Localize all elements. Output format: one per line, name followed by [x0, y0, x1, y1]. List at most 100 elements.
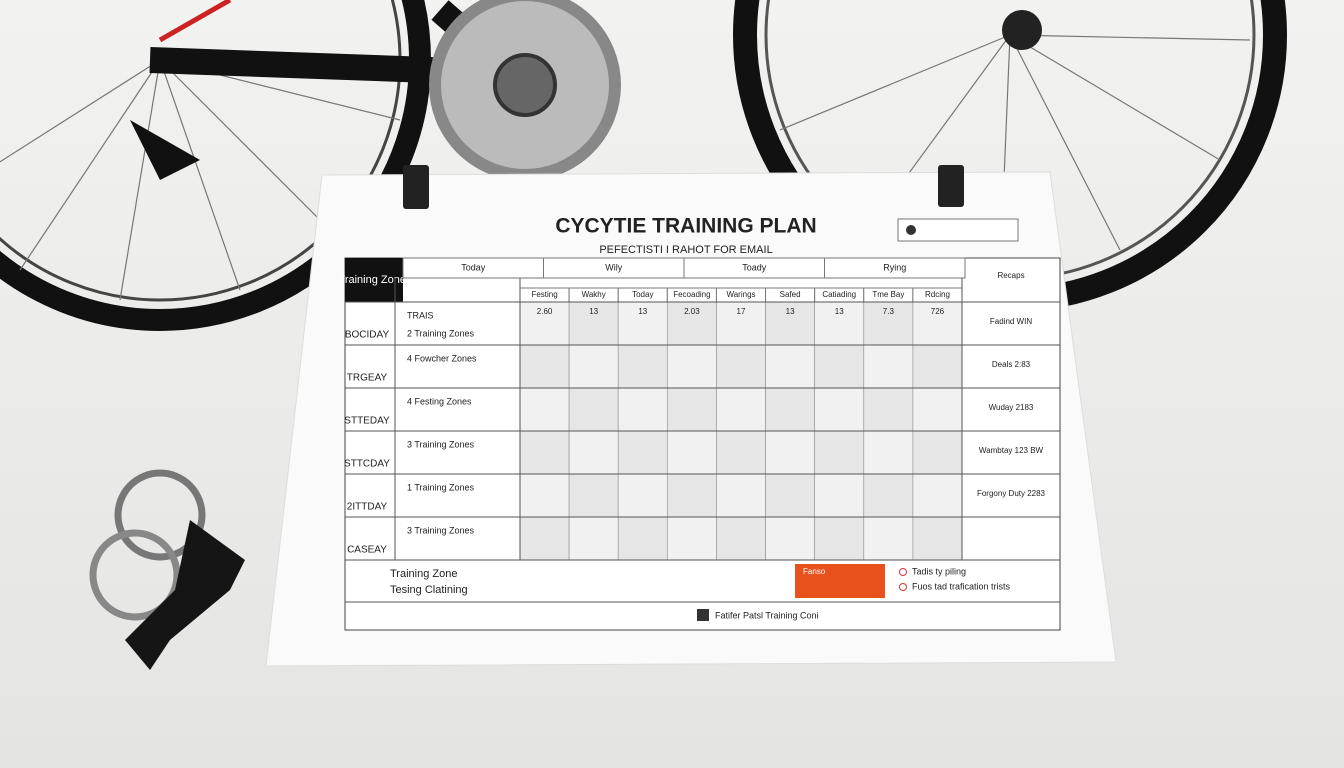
- column-header: Catiading: [822, 290, 856, 299]
- plan-cell: [912, 473, 963, 518]
- plan-cell: [912, 344, 963, 389]
- zone-item: 3 Training Zones: [407, 439, 475, 449]
- plan-cell: [666, 301, 717, 346]
- zone-item: 4 Fowcher Zones: [407, 353, 477, 363]
- plan-cell: [814, 430, 865, 475]
- option-dot: [899, 568, 907, 576]
- brand-label: Fatifer Patsl Training Coni: [715, 610, 819, 620]
- group-header-cell: [824, 257, 966, 279]
- day-label: TRGEAY: [347, 373, 388, 384]
- plan-cell: [814, 516, 865, 561]
- plan-cell: [519, 344, 570, 389]
- plan-cell: [666, 387, 717, 432]
- plan-cell: [716, 301, 766, 346]
- plan-cell: [568, 344, 619, 389]
- right-header: Recaps: [997, 271, 1024, 280]
- day-label: 2ITTDAY: [347, 502, 388, 513]
- plan-cell: [519, 516, 570, 561]
- plan-cell: [568, 387, 619, 432]
- plan-cell: [863, 387, 914, 432]
- plan-number: 726: [931, 307, 945, 316]
- option-label: Tadis ty piling: [912, 566, 966, 576]
- plan-cell: [519, 430, 570, 475]
- column-header: Fecoading: [673, 290, 710, 299]
- option-dot: [899, 583, 907, 591]
- plan-cell: [617, 430, 668, 475]
- plan-cell: [863, 473, 914, 518]
- plan-cell: [617, 344, 668, 389]
- plan-number: 7.3: [883, 307, 895, 316]
- recap-note: Wambtay 123 BW: [979, 446, 1044, 455]
- column-header: Today: [632, 290, 653, 299]
- alert-label: Fanso: [803, 567, 826, 576]
- plan-cell: [617, 516, 668, 561]
- plan-cell: [617, 473, 668, 518]
- plan-cell: [765, 430, 816, 475]
- column-header: Festing: [531, 290, 557, 299]
- plan-cell: [666, 344, 717, 389]
- plan-number: 13: [786, 307, 795, 316]
- plan-cell: [716, 430, 766, 475]
- plan-number: 13: [638, 307, 647, 316]
- alert-box: [795, 564, 885, 598]
- plan-cell: [519, 473, 570, 518]
- plan-cell: [519, 301, 570, 346]
- plan-cell: [519, 387, 570, 432]
- plan-cell: [568, 516, 619, 561]
- plan-number: 2.60: [537, 307, 553, 316]
- plan-cell: [666, 430, 717, 475]
- plan-number: 17: [737, 307, 746, 316]
- plan-cell: [617, 301, 668, 346]
- plan-title: CYCYTIE TRAINING PLAN: [555, 215, 816, 238]
- group-header: Wily: [605, 262, 622, 272]
- corner-cell: [345, 258, 403, 302]
- recap-note: Deals 2:83: [992, 360, 1031, 369]
- plan-cell: [863, 344, 914, 389]
- zone-item: TRAIS: [407, 310, 434, 320]
- footer-zone: Training Zone: [390, 568, 457, 580]
- plan-cell: [568, 430, 619, 475]
- plan-cell: [912, 430, 963, 475]
- plan-cell: [814, 387, 865, 432]
- column-header: Warings: [726, 290, 755, 299]
- logo-icon: [906, 225, 916, 235]
- plan-cell: [912, 387, 963, 432]
- recap-note: Wuday 2183: [989, 403, 1034, 412]
- plan-cell: [716, 387, 766, 432]
- plan-cell: [863, 301, 914, 346]
- plan-number: 13: [835, 307, 844, 316]
- group-header: Toady: [742, 262, 767, 272]
- zone-item: 4 Festing Zones: [407, 396, 472, 406]
- zone-item: 3 Training Zones: [407, 525, 475, 535]
- recap-note: Forgony Duty 2283: [977, 489, 1046, 498]
- keys: [89, 469, 245, 670]
- plan-cell: [765, 516, 816, 561]
- day-label: STTEDAY: [344, 416, 390, 427]
- plan-cell: [814, 473, 865, 518]
- plan-number: 13: [589, 307, 598, 316]
- plan-cell: [765, 473, 816, 518]
- plan-subtitle: PEFECTISTI I RAHOT FOR EMAIL: [599, 244, 772, 256]
- plan-cell: [912, 516, 963, 561]
- recap-note: Fadind WIN: [990, 317, 1032, 326]
- plan-cell: [617, 387, 668, 432]
- plan-cell: [863, 430, 914, 475]
- plan-cell: [716, 344, 766, 389]
- zone-item: 2 Training Zones: [407, 328, 475, 338]
- column-header: Rdcing: [925, 290, 950, 299]
- plan-cell: [716, 473, 766, 518]
- plan-number: 2.03: [684, 307, 700, 316]
- footer-zone: Tesing Clatining: [390, 584, 468, 596]
- plan-cell: [666, 473, 717, 518]
- column-header: Tme Bay: [872, 290, 904, 299]
- day-label: STTCDAY: [344, 459, 390, 470]
- brand-icon: [697, 609, 709, 621]
- group-header: Today: [461, 262, 486, 272]
- plan-cell: [814, 344, 865, 389]
- group-header: Rying: [883, 262, 906, 272]
- column-header: Wakhy: [582, 290, 606, 299]
- zone-item: 1 Training Zones: [407, 482, 475, 492]
- day-label: BOCIDAY: [345, 330, 390, 341]
- plan-cell: [863, 516, 914, 561]
